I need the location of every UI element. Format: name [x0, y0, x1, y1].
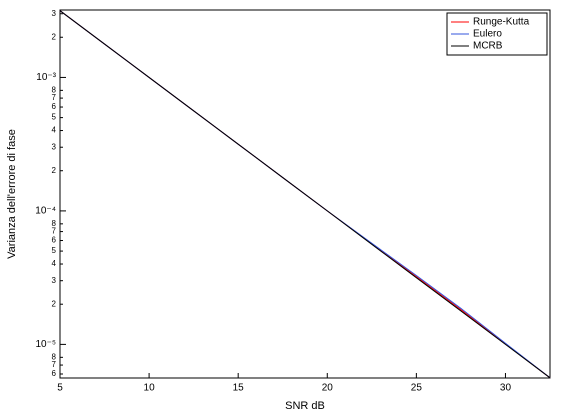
y-tick-label: 7 [52, 93, 57, 102]
y-tick-label: 2 [52, 32, 57, 41]
y-tick-label: 8 [52, 352, 57, 361]
x-tick-label: 15 [233, 383, 245, 394]
x-tick-label: 20 [322, 383, 334, 394]
x-tick-label: 10 [144, 383, 156, 394]
y-tick-label: 10⁻³ [36, 72, 56, 83]
y-tick-label: 6 [52, 236, 57, 245]
y-tick-label: 3 [52, 142, 57, 151]
y-tick-label: 4 [52, 126, 57, 135]
y-tick-label: 7 [52, 360, 57, 369]
y-tick-label: 7 [52, 227, 57, 236]
legend-label: MCRB [473, 41, 503, 52]
y-tick-label: 5 [52, 113, 57, 122]
y-axis-label: Varianza dell'errore di fase [6, 129, 18, 259]
plot-frame [59, 9, 551, 379]
y-tick-label: 3 [52, 276, 57, 285]
y-tick-label: 5 [52, 246, 57, 255]
y-tick-label: 3 [52, 9, 57, 18]
x-axis-label: SNR dB [285, 400, 325, 412]
legend-label: Runge-Kutta [473, 17, 530, 28]
y-tick-label: 10⁻⁴ [35, 206, 56, 217]
y-tick-label: 8 [52, 85, 57, 94]
y-tick-label: 8 [52, 219, 57, 228]
series-line [59, 10, 551, 379]
y-tick-label: 10⁻⁵ [35, 339, 56, 350]
x-tick-label: 5 [57, 383, 63, 394]
y-tick-label: 6 [52, 102, 57, 111]
y-tick-label: 6 [52, 369, 57, 378]
legend-label: Eulero [473, 29, 502, 40]
x-tick-label: 30 [500, 383, 512, 394]
y-tick-label: 4 [52, 259, 57, 268]
x-tick-label: 25 [411, 383, 423, 394]
y-tick-label: 2 [52, 166, 57, 175]
y-tick-label: 2 [52, 299, 57, 308]
